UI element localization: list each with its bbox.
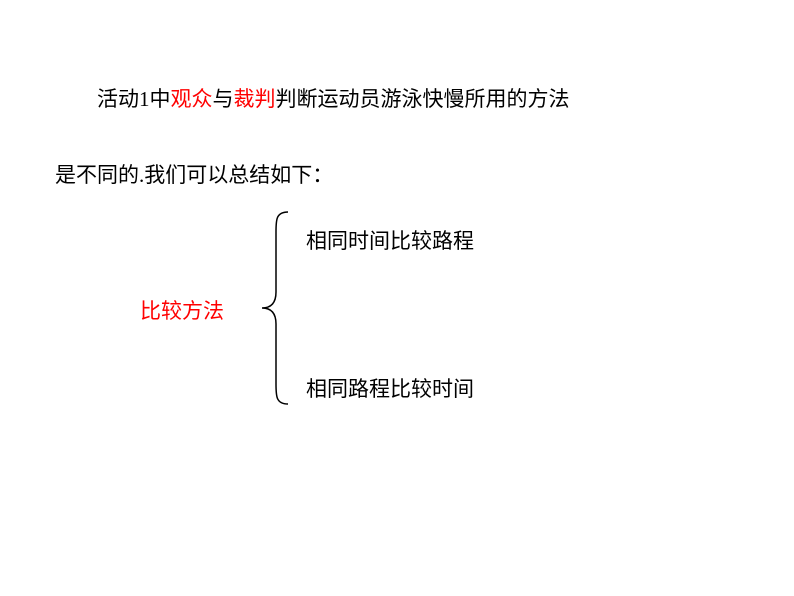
para-part4: 是不同的.我们可以总结如下： xyxy=(55,163,333,187)
para-part1: 活动1中 xyxy=(97,87,171,111)
para-red2: 裁判 xyxy=(234,87,276,111)
para-part2: 与 xyxy=(213,87,234,111)
diagram-label: 比较方法 xyxy=(140,295,224,325)
para-red1: 观众 xyxy=(171,87,213,111)
intro-paragraph: 活动1中观众与裁判判断运动员游泳快慢所用的方法是不同的.我们可以总结如下： xyxy=(55,62,745,213)
indent xyxy=(55,87,97,111)
diagram-item-bottom: 相同路程比较时间 xyxy=(306,373,474,403)
diagram-item-top: 相同时间比较路程 xyxy=(306,225,474,255)
para-part3: 判断运动员游泳快慢所用的方法 xyxy=(276,87,570,111)
brace-icon xyxy=(258,208,294,408)
